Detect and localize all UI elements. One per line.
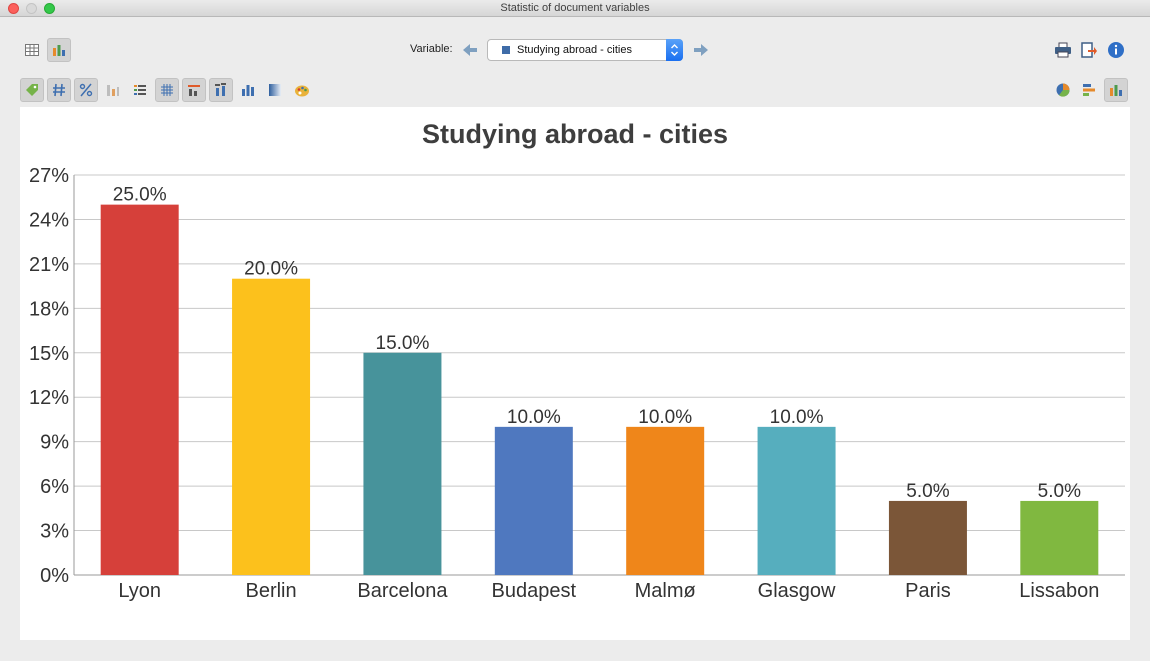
bar [626,426,705,575]
data-label: 25.0% [113,185,167,206]
horizontal-bar-chart-button[interactable] [1077,78,1101,102]
bar [888,500,967,575]
y-tick-label: 12% [29,387,69,409]
gradient-button[interactable] [263,78,287,102]
bar-chart-icon [242,85,254,96]
pie-chart-icon [1056,83,1070,97]
data-label: 5.0% [1038,481,1081,502]
number-icon [53,83,65,97]
bar [363,352,442,575]
top-labels-icon [188,85,200,96]
percent-icon [79,83,93,97]
top-labels-button[interactable] [182,78,206,102]
bar [1020,500,1099,575]
x-tick-label: Budapest [492,580,577,602]
chart-view-icon [53,45,65,56]
y-tick-label: 24% [29,209,69,231]
tag-icon [26,84,38,96]
bar [100,204,179,575]
value-labels-button[interactable] [209,78,233,102]
chevron-up-down-icon [671,44,678,56]
bar [232,278,311,575]
chart-panel: Studying abroad - cities 0% 3% 6% 9% 12% 15% 1… [20,107,1130,640]
window-minimize-button[interactable] [26,3,37,14]
tag-button[interactable] [20,78,44,102]
data-label: 5.0% [906,481,949,502]
y-tick-label: 15% [29,343,69,365]
chart-view-button[interactable] [47,38,71,62]
y-tick-label: 21% [29,254,69,276]
bar [494,426,573,575]
window-title: Statistic of document variables [500,2,650,14]
grid-button[interactable] [155,78,179,102]
info-icon [1108,42,1124,58]
data-label: 15.0% [376,333,430,354]
data-label: 10.0% [507,407,561,428]
bar-chart: 0% 3% 6% 9% 12% 15% 18% 21% 24% 27% 25.0% Lyon 20.0%… [29,165,1125,602]
y-tick-label: 18% [29,298,69,320]
list-icon [134,85,146,95]
column-chart-button[interactable] [1104,78,1128,102]
table-view-button[interactable] [20,38,44,62]
x-tick-label: Lyon [118,580,161,602]
x-tick-label: Barcelona [357,580,448,602]
y-tick-label: 0% [40,565,69,587]
export-icon [1081,42,1097,58]
column-chart-icon [1110,85,1122,96]
gradient-icon [269,84,281,96]
data-label: 20.0% [244,259,298,280]
variable-select-value: Studying abroad - cities [517,44,632,56]
x-tick-label: Berlin [245,580,296,602]
list-button[interactable] [128,78,152,102]
bar-chart-button[interactable] [236,78,260,102]
chart-title: Studying abroad - cities [421,119,729,149]
y-tick-label: 6% [40,476,69,498]
y-tick-label: 9% [40,432,69,454]
x-tick-label: Glasgow [758,580,836,602]
grid-icon [161,84,173,96]
column-chart-toggle-icon [107,85,119,96]
y-tick-label: 27% [29,165,69,187]
x-tick-label: Paris [905,580,951,602]
number-button[interactable] [47,78,71,102]
variable-color-swatch [502,46,510,54]
print-icon [1055,42,1071,58]
column-chart-toggle-button[interactable] [101,78,125,102]
previous-variable-icon[interactable] [461,41,479,59]
window-close-button[interactable] [8,3,19,14]
palette-button[interactable] [290,78,314,102]
x-tick-label: Malmø [635,580,696,602]
variable-select-stepper[interactable] [666,39,683,61]
data-label: 10.0% [770,407,824,428]
y-tick-label: 3% [40,521,69,543]
pie-chart-button[interactable] [1051,78,1075,102]
table-view-icon [25,44,39,56]
info-button[interactable] [1104,38,1128,62]
export-button[interactable] [1077,38,1101,62]
data-label: 10.0% [638,407,692,428]
title-bar: Statistic of document variables [0,0,1150,17]
variable-select[interactable]: Studying abroad - cities [487,39,683,61]
percent-button[interactable] [74,78,98,102]
window-zoom-button[interactable] [44,3,55,14]
value-labels-icon [215,83,226,96]
print-button[interactable] [1051,38,1075,62]
next-variable-icon[interactable] [692,41,710,59]
x-tick-label: Lissabon [1019,580,1099,602]
horizontal-bar-icon [1083,84,1095,96]
bar [757,426,836,575]
variable-label: Variable: [410,43,453,55]
palette-icon [295,85,309,97]
